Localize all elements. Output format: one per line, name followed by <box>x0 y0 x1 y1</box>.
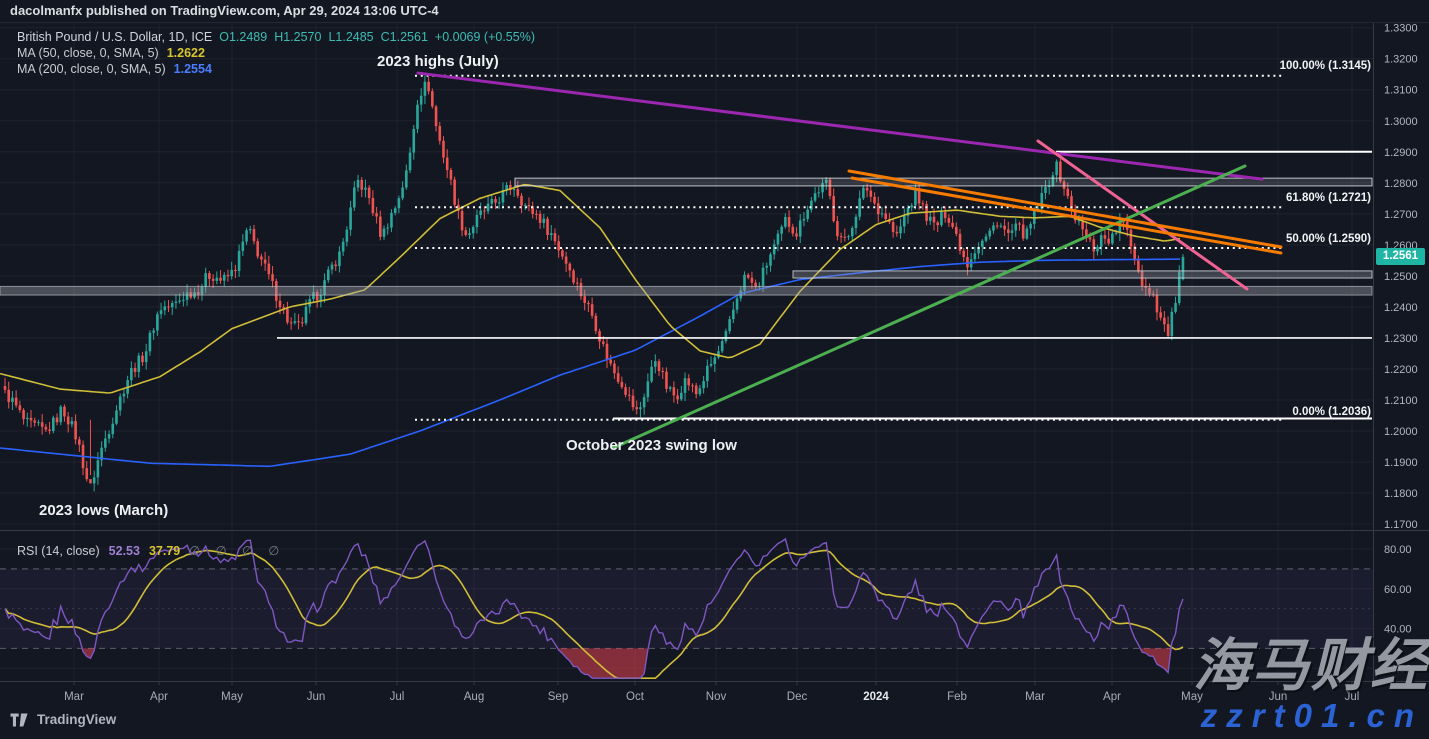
published-byline: dacolmanfx published on TradingView.com,… <box>10 3 439 18</box>
svg-text:May: May <box>221 691 243 703</box>
fib-label-0: 0.00% (1.2036) <box>1292 406 1371 418</box>
svg-text:Jul: Jul <box>390 691 405 703</box>
svg-text:Jun: Jun <box>1269 691 1288 703</box>
rsi-label: RSI (14, close) <box>17 544 100 558</box>
svg-text:1.2800: 1.2800 <box>1384 178 1418 190</box>
tradingview-mark-icon <box>10 713 28 727</box>
ohlc-high: H1.2570 <box>274 30 322 44</box>
svg-text:Feb: Feb <box>947 691 967 703</box>
ma200-value: 1.2554 <box>173 62 212 76</box>
annotation-2023-highs[interactable]: 2023 highs (July) <box>377 53 499 70</box>
svg-text:20.00: 20.00 <box>1384 663 1412 675</box>
annotation-2023-lows[interactable]: 2023 lows (March) <box>39 502 169 519</box>
last-price-badge: 1.2561 <box>1376 248 1425 265</box>
symbol-title: British Pound / U.S. Dollar, 1D, ICE <box>17 30 213 44</box>
rsi-empty-slots: ∅ ∅ ∅ ∅ <box>189 544 286 558</box>
watermark-url: zzrt01.cn <box>1200 697 1423 734</box>
svg-text:60.00: 60.00 <box>1384 584 1412 596</box>
ma50-label: MA (50, close, 0, SMA, 5) <box>17 46 159 60</box>
svg-text:1.2100: 1.2100 <box>1384 395 1418 407</box>
svg-text:1.3100: 1.3100 <box>1384 85 1418 97</box>
tradingview-brand-text: TradingView <box>37 712 117 727</box>
svg-text:Sep: Sep <box>548 691 568 703</box>
svg-text:1.1800: 1.1800 <box>1384 488 1418 500</box>
fib-label-618: 61.80% (1.2721) <box>1285 192 1371 204</box>
price-axis[interactable]: 1.3300 1.3200 1.3100 1.3000 1.2900 1.2800 1.27… <box>1384 23 1418 676</box>
svg-text:1.2900: 1.2900 <box>1384 147 1418 159</box>
symbol-legend[interactable]: British Pound / U.S. Dollar, 1D, ICE O1.2… <box>17 30 535 44</box>
svg-text:May: May <box>1181 691 1203 703</box>
svg-text:1.2200: 1.2200 <box>1384 364 1418 376</box>
fib-label-50: 50.00% (1.2590) <box>1285 233 1371 245</box>
tradingview-logo[interactable]: TradingView <box>10 712 116 728</box>
svg-text:40.00: 40.00 <box>1384 624 1412 636</box>
rsi-ma-value: 37.79 <box>148 544 181 558</box>
svg-text:Apr: Apr <box>1103 691 1121 703</box>
svg-text:Dec: Dec <box>787 691 808 703</box>
svg-text:1.2500: 1.2500 <box>1384 271 1418 283</box>
ohlc-low: L1.2485 <box>328 30 374 44</box>
svg-text:Nov: Nov <box>706 691 727 703</box>
ohlc-close: C1.2561 <box>380 30 428 44</box>
time-axis[interactable]: Mar Apr May Jun Jul Aug Sep Oct Nov Dec 2024 Feb Mar… <box>64 681 1359 703</box>
rsi-legend[interactable]: RSI (14, close) 52.53 37.79 ∅ ∅ ∅ ∅ <box>17 544 285 558</box>
svg-text:Jun: Jun <box>307 691 326 703</box>
ma200-legend[interactable]: MA (200, close, 0, SMA, 5) 1.2554 <box>17 62 212 76</box>
svg-text:Jul: Jul <box>1345 691 1360 703</box>
svg-text:1.1900: 1.1900 <box>1384 457 1418 469</box>
annotation-october-swing-low[interactable]: October 2023 swing low <box>566 437 737 454</box>
svg-text:1.2000: 1.2000 <box>1384 426 1418 438</box>
svg-text:1.3300: 1.3300 <box>1384 23 1418 35</box>
ma50-legend[interactable]: MA (50, close, 0, SMA, 5) 1.2622 <box>17 46 205 60</box>
ma50-value: 1.2622 <box>166 46 205 60</box>
svg-text:1.3000: 1.3000 <box>1384 116 1418 128</box>
svg-text:2024: 2024 <box>863 691 889 703</box>
svg-text:Aug: Aug <box>464 691 484 703</box>
rsi-value: 52.53 <box>108 544 140 558</box>
svg-text:Mar: Mar <box>1025 691 1045 703</box>
fib-label-100: 100.00% (1.3145) <box>1279 60 1371 72</box>
svg-text:Mar: Mar <box>64 691 84 703</box>
svg-text:1.1700: 1.1700 <box>1384 519 1418 531</box>
ma200-label: MA (200, close, 0, SMA, 5) <box>17 62 166 76</box>
watermark-title: 海马财经 <box>1193 634 1429 698</box>
svg-text:1.2300: 1.2300 <box>1384 333 1418 345</box>
ohlc-open: O1.2489 <box>219 30 268 44</box>
svg-text:Apr: Apr <box>150 691 168 703</box>
ohlc-change: +0.0069 (+0.55%) <box>434 30 535 44</box>
svg-text:1.3200: 1.3200 <box>1384 54 1418 66</box>
svg-text:1.2400: 1.2400 <box>1384 302 1418 314</box>
svg-text:80.00: 80.00 <box>1384 544 1412 556</box>
svg-text:Oct: Oct <box>626 691 645 703</box>
svg-text:1.2700: 1.2700 <box>1384 209 1418 221</box>
